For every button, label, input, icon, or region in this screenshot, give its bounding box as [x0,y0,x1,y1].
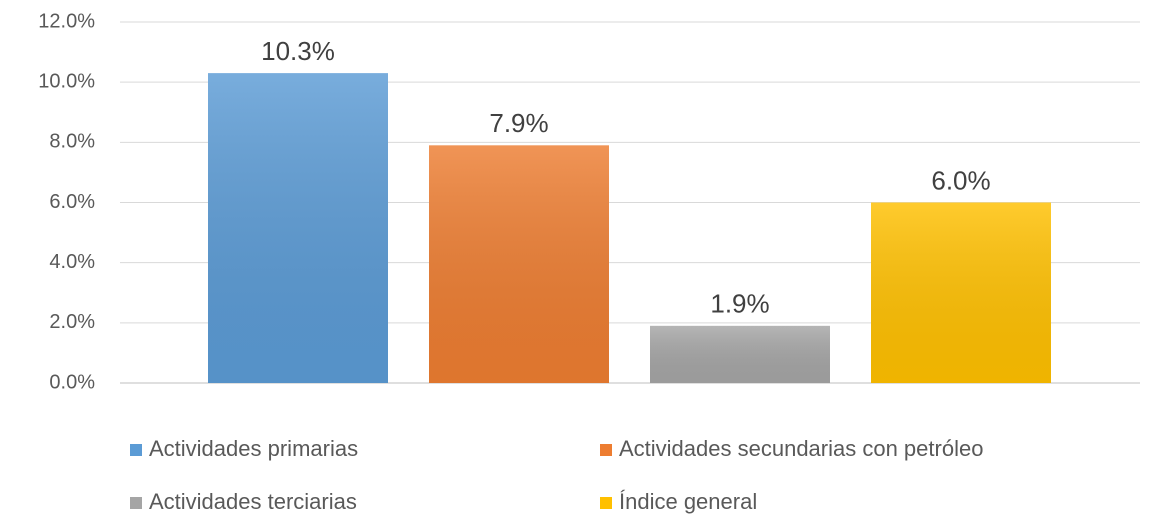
y-tick-label: 12.0% [38,10,95,32]
y-tick-label: 2.0% [49,311,95,333]
legend-label: Actividades terciarias [149,489,357,514]
bar [208,73,388,384]
legend-swatch [130,444,142,456]
data-label: 10.3% [261,36,335,66]
legend-label: Índice general [619,489,757,514]
y-tick-label: 8.0% [49,131,95,153]
bar [871,202,1051,383]
y-tick-label: 10.0% [38,70,95,92]
legend-label: Actividades secundarias con petróleo [619,436,983,461]
y-tick-label: 0.0% [49,371,95,393]
data-label: 7.9% [489,108,548,138]
legend-swatch [600,497,612,509]
legend-swatch [600,444,612,456]
y-tick-label: 4.0% [49,251,95,273]
data-label: 6.0% [931,165,990,195]
legend-swatch [130,497,142,509]
bar [650,325,830,383]
y-tick-label: 6.0% [49,191,95,213]
bar [429,145,609,383]
legend-label: Actividades primarias [149,436,358,461]
data-label: 1.9% [710,289,769,319]
